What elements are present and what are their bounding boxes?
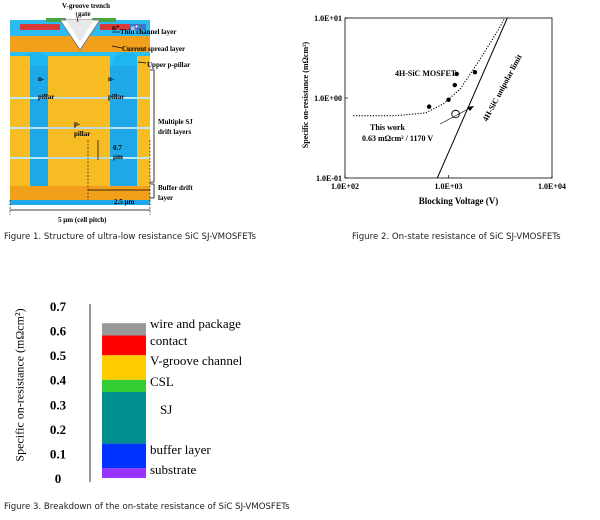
label-current-spread: Current spread layer [122, 45, 185, 53]
segment-label: substrate [150, 462, 196, 477]
y-tick-label: 0.7 [50, 299, 67, 314]
figure1-caption: Figure 1. Structure of ultra-low resista… [4, 232, 256, 242]
segment-label: contact [150, 333, 188, 348]
mosfet-point [452, 82, 457, 88]
label-cell-pitch: 5 μm (cell pitch) [58, 216, 107, 224]
y-tick-label: 0 [55, 471, 62, 486]
unipolar-limit-line [436, 18, 508, 178]
label-n-pillar-right-2: pillar [108, 93, 124, 101]
label-n-pillar-left-2: pillar [38, 93, 54, 101]
y-tick-label: 1.0E-01 [316, 174, 342, 183]
n-pillar-right [137, 56, 150, 186]
label-buffer-2: layer [158, 194, 173, 202]
label-dim-25: 2.5 μm [114, 198, 134, 206]
segment-label: wire and package [150, 316, 241, 331]
figure3-caption: Figure 3. Breakdown of the on-state resi… [4, 502, 290, 512]
annot-arrow [439, 106, 473, 125]
mosfet-point [426, 104, 432, 109]
bar-segment-wire-and-package [102, 323, 146, 336]
figure3-chart: 0 0.1 0.2 0.3 0.4 0.5 0.6 0.7 substrate buffer la… [50, 299, 243, 486]
x-tick-label: 1.0E+03 [435, 182, 463, 191]
label-multiple-sj-2: drift layers [158, 128, 192, 136]
segment-label: V-groove channel [150, 353, 243, 368]
label-multiple-sj-1: Multiple SJ [158, 118, 193, 126]
segment-label: CSL [150, 374, 174, 389]
label-gate-1: V-groove trench [62, 2, 110, 10]
annot-mosfets: 4H-SiC MOSFETs [395, 69, 459, 78]
annot-arrowhead [467, 106, 474, 111]
label-n-pillar-right-1: n- [108, 75, 115, 83]
y-tick-label: 1.0E+01 [314, 14, 342, 23]
annot-this-work: This work [370, 123, 405, 132]
y-tick-label: 0.1 [50, 446, 66, 461]
bar-segment-SJ [102, 392, 146, 444]
label-upper-p-pillar: Upper p-pillar [147, 61, 190, 69]
mosfet-point [446, 97, 451, 102]
segment-label: SJ [160, 402, 172, 417]
y-tick-label: 0.4 [50, 373, 67, 388]
segment-label: buffer layer [150, 442, 211, 457]
label-p-pillar-2: pillar [74, 130, 90, 138]
x-axis-label: Blocking Voltage (V) [419, 196, 499, 206]
label-dim-07-2: μm [113, 153, 123, 161]
label-p-plus: p⁺ [131, 24, 139, 32]
annot-this-work-value: 0.63 mΩcm² / 1170 V [362, 134, 433, 143]
label-n-plus: n⁺ [112, 24, 120, 32]
figure3-ylabel: Specific on-resistance (mΩcm²) [12, 308, 27, 462]
label-thin-channel: Thin channel layer [120, 28, 176, 36]
x-tick-label: 1.0E+02 [331, 182, 359, 191]
mosfet-point [454, 71, 459, 77]
bar-segment-buffer-layer [102, 443, 146, 469]
x-tick-label: 1.0E+04 [538, 182, 566, 191]
figure2-chart: 1.0E+02 1.0E+03 1.0E+04 1.0E+01 1.0E+00 1.0E-… [314, 14, 566, 206]
y-tick-label: 1.0E+00 [314, 94, 342, 103]
mosfet-point [472, 70, 478, 75]
bar-segment-contact [102, 335, 146, 356]
buffer-drift-layer [10, 186, 150, 200]
label-dim-07-1: 0.7 [113, 144, 122, 152]
n-pillar-mid [48, 56, 110, 186]
bar-segment-V-groove-channel [102, 355, 146, 380]
bar-segment-CSL [102, 379, 146, 392]
y-tick-label: 0.5 [50, 348, 67, 363]
label-n-pillar-left-1: n- [38, 75, 45, 83]
y-tick-label: 0.2 [50, 422, 66, 437]
figure2-caption: Figure 2. On-state resistance of SiC SJ-… [352, 232, 561, 242]
label-p-pillar-1: p- [74, 120, 81, 128]
bar-segment-substrate [102, 468, 146, 478]
figure1-diagram: V-groove trench gate n⁺ p⁺ Thin channel … [9, 2, 193, 224]
label-buffer-1: Buffer drift [158, 184, 193, 192]
n-pillar-left [10, 56, 30, 186]
trend-dotted-line [353, 18, 506, 117]
y-tick-label: 0.3 [50, 397, 67, 412]
y-tick-label: 0.6 [50, 324, 67, 339]
label-gate-2: gate [78, 10, 90, 18]
